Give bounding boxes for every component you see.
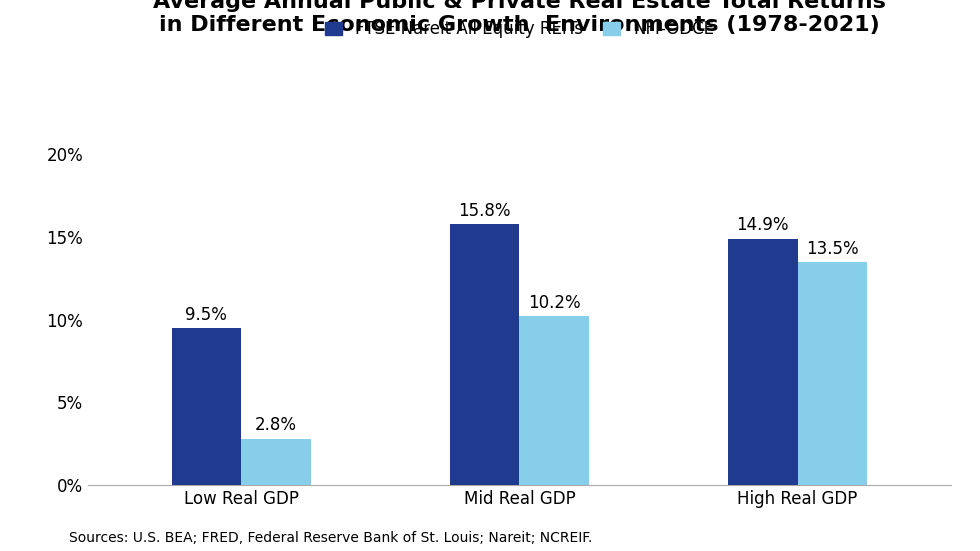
Text: 10.2%: 10.2%: [528, 294, 580, 312]
Text: 15.8%: 15.8%: [459, 202, 511, 219]
Text: 14.9%: 14.9%: [737, 217, 789, 235]
Bar: [519, 316, 589, 485]
Bar: [728, 239, 798, 485]
Text: 2.8%: 2.8%: [255, 417, 297, 434]
Bar: [241, 439, 311, 485]
Bar: [798, 262, 867, 485]
Text: 9.5%: 9.5%: [185, 306, 227, 323]
Bar: [172, 328, 241, 485]
Bar: [450, 224, 519, 485]
Text: 13.5%: 13.5%: [807, 240, 858, 258]
Text: Sources: U.S. BEA; FRED, Federal Reserve Bank of St. Louis; Nareit; NCREIF.: Sources: U.S. BEA; FRED, Federal Reserve…: [69, 532, 592, 545]
Title: Average Annual Public & Private Real Estate Total Returns
in Different Economic : Average Annual Public & Private Real Est…: [153, 0, 886, 35]
Legend: FTSE Nareit All Equity REITs, NFI-ODCE: FTSE Nareit All Equity REITs, NFI-ODCE: [325, 20, 713, 39]
